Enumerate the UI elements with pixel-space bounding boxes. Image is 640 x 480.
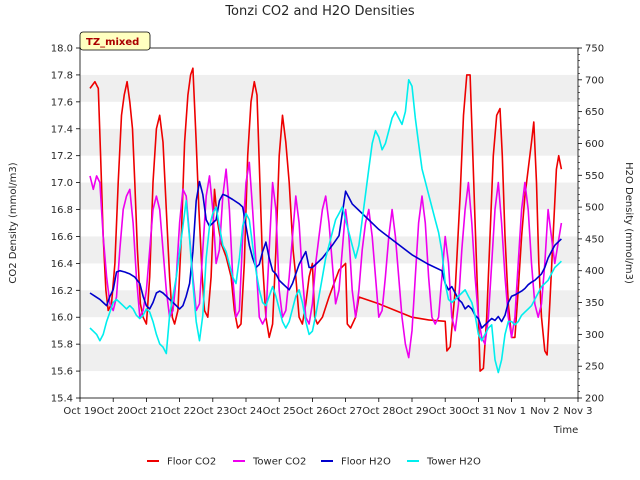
y-left-tick-label: 15.6 <box>51 367 73 378</box>
legend-label-floor-co2: Floor CO2 <box>167 457 216 468</box>
x-tick-label: Oct 25 <box>263 406 296 417</box>
legend-label-tower-h2o: Tower H2O <box>426 457 481 468</box>
y-left-tick-label: 17.6 <box>51 97 73 108</box>
x-tick-label: Nov 3 <box>563 406 592 417</box>
series-layer <box>89 67 563 374</box>
y-right-tick-label: 700 <box>585 75 604 86</box>
grid-band <box>80 74 578 102</box>
site-badge-label: TZ_mixed <box>86 37 139 48</box>
grid-band <box>80 290 578 318</box>
x-tick-label: Oct 27 <box>329 406 362 417</box>
x-tick-label: Nov 2 <box>530 406 559 417</box>
y-right-tick-label: 750 <box>585 44 604 55</box>
legend: Floor CO2 Tower CO2 Floor H2O Tower H2O <box>147 457 481 468</box>
series-line-tower-h2o <box>89 79 562 374</box>
y-left-tick-label: 17.8 <box>51 70 73 81</box>
y-right-tick-label: 650 <box>585 107 604 118</box>
x-tick-label: Oct 21 <box>130 406 163 417</box>
y-right-tick-label: 450 <box>585 234 604 245</box>
site-badge: TZ_mixed <box>79 31 151 51</box>
y-left-tick-label: 18.0 <box>51 44 73 55</box>
y-left-tick-label: 16.0 <box>51 313 73 324</box>
y-left-tick-label: 16.4 <box>51 259 73 270</box>
x-tick-label: Oct 20 <box>97 406 130 417</box>
y-right-tick-label: 300 <box>585 330 604 341</box>
x-tick-label: Oct 31 <box>462 406 495 417</box>
y-axis-right: 200 250 300 350 400 450 500 550 600 650 700 750 <box>578 44 604 405</box>
series-line-floor-h2o <box>89 180 562 329</box>
y-left-tick-label: 16.2 <box>51 286 73 297</box>
chart-title: Tonzi CO2 and H2O Densities <box>224 4 415 19</box>
x-tick-label: Oct 28 <box>362 406 395 417</box>
y-left-tick-label: 16.6 <box>51 232 73 243</box>
y-left-tick-label: 15.4 <box>51 394 73 405</box>
x-tick-label: Oct 19 <box>63 406 96 417</box>
x-tick-label: Oct 24 <box>229 406 262 417</box>
x-axis-label: Time <box>553 425 578 436</box>
y-left-tick-label: 15.8 <box>51 340 73 351</box>
y-left-tick-label: 16.8 <box>51 205 73 216</box>
legend-label-floor-h2o: Floor H2O <box>341 457 391 468</box>
x-tick-label: Oct 26 <box>296 406 329 417</box>
y-axis-left-label: CO2 Density (mmol/m3) <box>8 162 19 283</box>
x-tick-label: Nov 1 <box>497 406 526 417</box>
y-left-tick-label: 17.4 <box>51 124 73 135</box>
y-right-tick-label: 550 <box>585 171 604 182</box>
y-left-tick-label: 17.0 <box>51 178 73 189</box>
y-axis-left: 15.4 15.6 15.8 16.0 16.2 16.4 16.6 16.8 17.0 17.2… <box>51 44 80 405</box>
x-tick-label: Oct 29 <box>395 406 428 417</box>
plot-frame <box>79 47 579 399</box>
y-right-tick-label: 600 <box>585 139 604 150</box>
x-axis: Oct 19 Oct 20 Oct 21 Oct 22 Oct 23 Oct 24 Oct … <box>63 398 593 417</box>
x-tick-label: Oct 23 <box>196 406 229 417</box>
legend-label-tower-co2: Tower CO2 <box>252 457 306 468</box>
y-left-tick-label: 17.2 <box>51 151 73 162</box>
y-right-tick-label: 200 <box>585 394 604 405</box>
y-right-tick-label: 350 <box>585 298 604 309</box>
y-axis-right-label: H2O Density (mmol/m3) <box>623 162 634 284</box>
y-right-tick-label: 500 <box>585 203 604 214</box>
x-tick-label: Oct 22 <box>163 406 196 417</box>
y-right-tick-label: 400 <box>585 266 604 277</box>
y-right-tick-label: 250 <box>585 362 604 373</box>
x-tick-label: Oct 30 <box>429 406 462 417</box>
